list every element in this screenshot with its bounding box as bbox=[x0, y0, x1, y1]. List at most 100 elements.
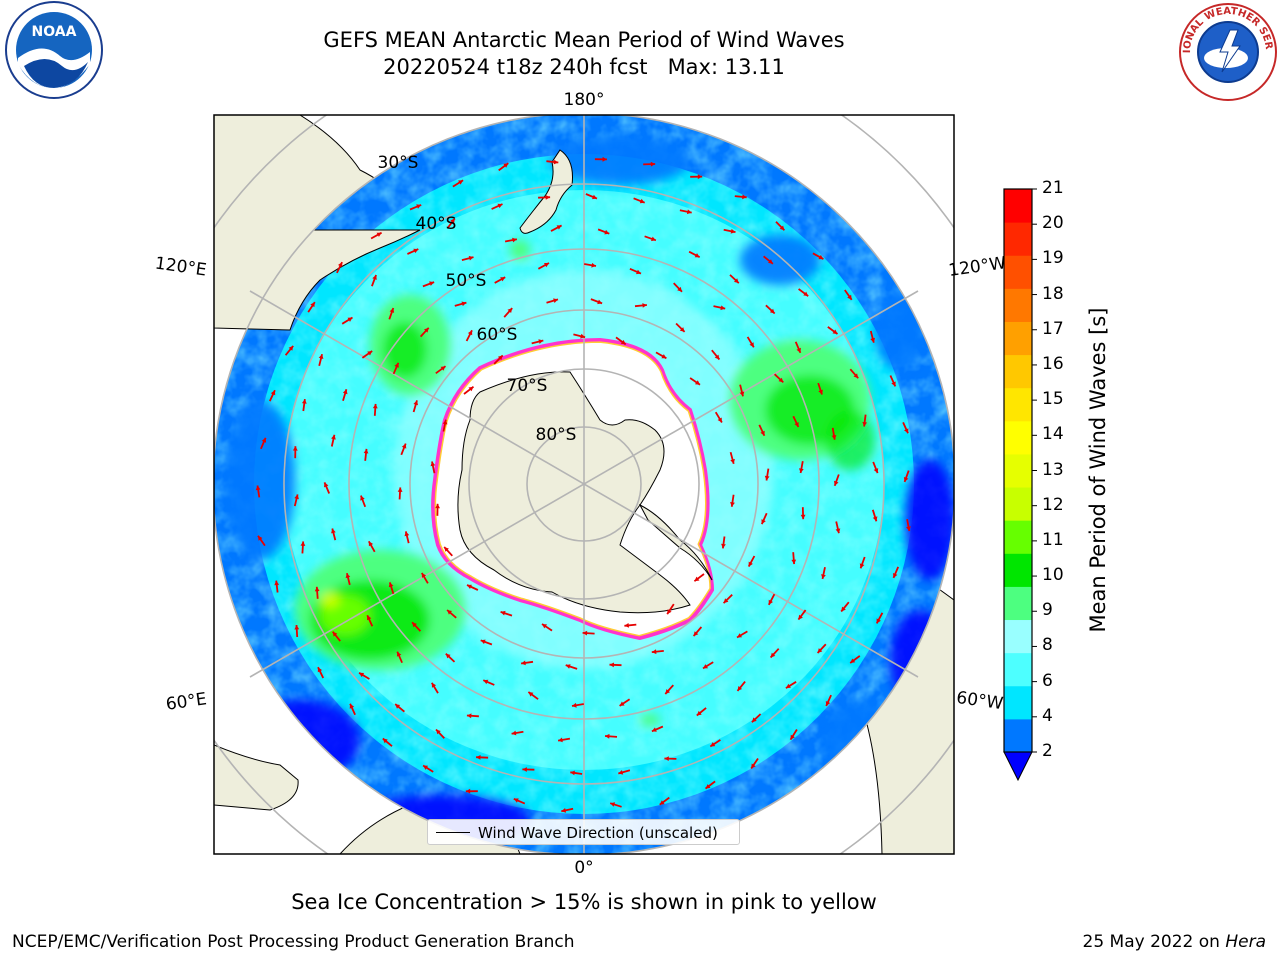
wave-direction-arrow-head bbox=[513, 798, 519, 803]
wave-direction-arrow-head bbox=[413, 400, 418, 406]
wave-direction-arrow-head bbox=[696, 710, 702, 716]
wave-direction-arrow-head bbox=[349, 703, 355, 709]
wave-direction-arrow-head bbox=[528, 692, 534, 697]
colorbar-tick-label: 4 bbox=[1042, 705, 1053, 726]
wave-direction-arrow-head bbox=[512, 237, 517, 243]
wave-direction-arrow-head bbox=[274, 580, 280, 586]
colorbar-tick-label: 18 bbox=[1042, 283, 1064, 304]
colorbar-tick-label: 20 bbox=[1042, 213, 1064, 234]
wave-direction-arrow-head bbox=[461, 301, 467, 307]
wave-direction-arrow-head bbox=[558, 737, 563, 743]
wave-direction-arrow-head bbox=[847, 294, 852, 300]
wave-direction-arrow-head bbox=[332, 631, 338, 637]
wave-direction-arrow-head bbox=[737, 686, 743, 691]
antarctica-land bbox=[457, 371, 713, 614]
wave-direction-arrow-head bbox=[651, 649, 657, 655]
wave-direction-arrow-head bbox=[803, 291, 809, 297]
wave-direction-arrow-head bbox=[679, 327, 685, 332]
wave-direction-arrow-head bbox=[730, 458, 735, 464]
colorbar-tick-label: 21 bbox=[1042, 178, 1064, 198]
wave-direction-arrow-head bbox=[368, 541, 374, 547]
colorbar-segment bbox=[1004, 453, 1032, 488]
wave-direction-arrow-head bbox=[421, 572, 427, 578]
wave-direction-arrow-head bbox=[769, 308, 775, 314]
colorbar-tick-label: 10 bbox=[1042, 565, 1064, 586]
wave-direction-arrow-head bbox=[862, 421, 867, 427]
map-frame bbox=[213, 114, 955, 855]
colorbar-tick-label: 16 bbox=[1042, 353, 1064, 374]
wave-direction-arrow-head bbox=[677, 286, 682, 292]
colorbar bbox=[1003, 188, 1037, 782]
wave-direction-arrow-head bbox=[906, 526, 911, 531]
wave-direction-arrow-head bbox=[511, 730, 517, 736]
wave-direction-arrow-head bbox=[372, 275, 377, 280]
wave-direction-arrow-head bbox=[821, 574, 826, 579]
wave-direction-arrow-head bbox=[338, 262, 343, 268]
wave-direction-arrow-head bbox=[721, 543, 726, 549]
lon-label-180: 180° bbox=[564, 90, 605, 110]
wave-direction-arrow-head bbox=[768, 259, 773, 264]
wave-direction-arrow-head bbox=[661, 354, 667, 359]
graticule bbox=[214, 115, 954, 854]
wave-direction-arrow-head bbox=[893, 573, 898, 578]
wave-direction-arrow-head bbox=[367, 351, 373, 356]
wave-direction-arrow-head bbox=[382, 738, 388, 744]
wave-direction-arrow-head bbox=[395, 704, 401, 709]
wave-direction-arrow-head bbox=[710, 742, 716, 747]
wave-direction-arrow-head bbox=[796, 347, 801, 353]
wave-direction-arrow-head bbox=[270, 390, 276, 396]
wave-direction-arrow-head bbox=[779, 225, 785, 231]
wave-direction-arrow-head bbox=[360, 495, 365, 501]
wave-direction-arrow-head bbox=[288, 345, 294, 351]
wave-direction-arrow-head bbox=[542, 624, 547, 629]
wave-direction-arrow-head bbox=[435, 503, 440, 509]
wave-direction-arrow-head bbox=[695, 380, 700, 385]
colorbar-segment bbox=[1004, 222, 1032, 256]
colorbar-tick-label: 15 bbox=[1042, 389, 1064, 410]
wave-direction-arrow-head bbox=[853, 373, 859, 379]
wave-direction-arrow-head bbox=[891, 381, 896, 387]
wave-direction-arrow-head bbox=[850, 658, 856, 663]
wave-direction-arrow-head bbox=[720, 305, 726, 311]
wave-direction-arrow-head bbox=[497, 355, 503, 361]
wave-direction-arrow-head bbox=[301, 399, 307, 404]
wave-direction-arrow-head bbox=[553, 298, 558, 303]
wave-direction-arrow-head bbox=[636, 269, 641, 275]
wave-direction-arrow-head bbox=[642, 303, 647, 308]
wave-direction-arrow-head bbox=[396, 651, 402, 657]
wave-direction-arrow-head bbox=[798, 614, 803, 620]
wave-direction-arrow-head bbox=[416, 204, 422, 209]
wave-direction-arrow-head bbox=[440, 366, 446, 371]
colorbar-tick-label: 17 bbox=[1042, 318, 1064, 339]
wave-direction-arrow-head bbox=[817, 648, 823, 653]
wave-direction-arrow-head bbox=[791, 559, 797, 565]
footer-host: Hera bbox=[1225, 932, 1266, 952]
wave-direction-arrow-head bbox=[694, 253, 700, 258]
wave-direction-arrow-head bbox=[602, 156, 607, 162]
wave-direction-arrow-head bbox=[609, 662, 614, 668]
wave-direction-arrow-head bbox=[693, 631, 699, 637]
lon-label-0: 0° bbox=[574, 858, 593, 878]
sea-ice-caption: Sea Ice Concentration > 15% is shown in … bbox=[291, 890, 877, 914]
wave-direction-arrow-head bbox=[794, 422, 799, 427]
colorbar-segment bbox=[1004, 652, 1032, 687]
wave-direction-arrow-head bbox=[760, 430, 765, 436]
wave-direction-arrow-head bbox=[401, 443, 407, 449]
footer-date-text: 25 May 2022 on bbox=[1082, 932, 1226, 952]
wave-direction-arrow-head bbox=[359, 672, 365, 678]
wave-direction-arrow-head bbox=[597, 299, 603, 305]
wave-direction-arrow-head bbox=[832, 329, 838, 334]
wave-direction-arrow-head bbox=[818, 254, 824, 260]
lat-label-80s: 80°S bbox=[536, 425, 577, 445]
colorbar-tick-label: 11 bbox=[1042, 529, 1064, 550]
wave-direction-arrow-head bbox=[423, 765, 428, 770]
wind-wave-arrows bbox=[255, 156, 911, 813]
wave-direction-arrow-head bbox=[544, 263, 549, 268]
noaa-logo: NOAA bbox=[2, 0, 106, 108]
wave-direction-arrow-head bbox=[331, 434, 336, 440]
wave-direction-arrow-head bbox=[825, 701, 831, 706]
wave-direction-arrow-head bbox=[447, 610, 452, 615]
lon-label-60w: 60°W bbox=[955, 688, 1004, 714]
wave-direction-arrow-head bbox=[507, 308, 513, 313]
